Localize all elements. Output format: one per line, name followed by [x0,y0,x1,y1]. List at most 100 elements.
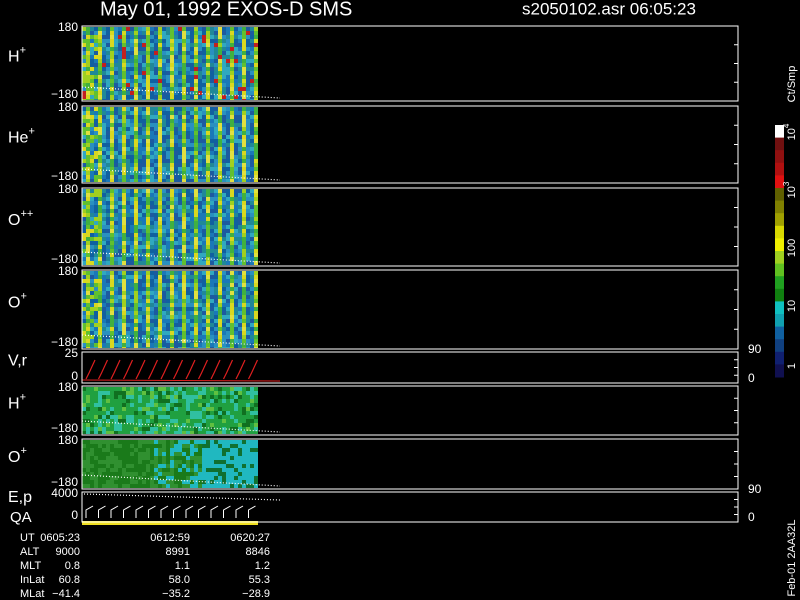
spectrogram-cell [146,55,150,59]
spectrogram-cell [250,291,254,295]
spectrogram-cell [162,71,166,75]
spectrogram-cell [146,291,150,295]
spectrogram-cell [90,303,94,307]
spectrogram-cell [206,43,210,47]
spectrogram-cell [102,440,106,444]
spectrogram-cell [134,193,138,197]
spectrogram-cell [166,415,170,419]
spectrogram-cell [146,115,150,119]
spectrogram-cell [82,167,86,171]
spectrogram-cell [142,403,146,407]
spectrogram-cell [238,407,242,411]
spectrogram-cell [250,147,254,151]
spectrogram-cell [86,229,90,233]
spectrogram-cell [82,319,86,323]
spectrogram-cell [190,229,194,233]
spectrogram-cell [142,411,146,415]
spectrogram-cell [238,249,242,253]
spectrogram-cell [254,403,258,407]
spectrogram-cell [142,311,146,315]
spectrogram-cell [162,431,166,434]
spectrogram-cell [230,480,234,484]
tick-exp: 3 [782,181,791,186]
spectrogram-cell [106,119,110,123]
spectrogram-cell [246,27,250,31]
spectrogram-cell [118,163,122,167]
spectrogram-cell [106,468,110,472]
colorbar-segment [775,162,784,176]
spectrogram-cell [134,423,138,427]
y-tick-label: 180 [58,264,78,278]
spectrogram-cell [142,115,146,119]
spectrogram-cell [114,167,118,171]
spectrogram-cell [150,403,154,407]
spectrogram-cell [94,163,98,167]
spectrogram-cell [246,423,250,427]
spectrogram-cell [194,27,198,31]
spectrogram-cell [246,331,250,335]
spectrogram-cell [138,123,142,127]
spectrogram-cell [238,39,242,43]
spectrogram-cell [114,217,118,221]
spectrogram-cell [170,403,174,407]
spectrogram-cell [178,63,182,67]
spectrogram-cell [234,159,238,163]
spectrogram-cell [142,327,146,331]
spectrogram-cell [102,460,106,464]
spectrogram-cell [194,295,198,299]
spectrogram-cell [82,271,86,275]
spectrogram-cell [90,79,94,83]
spectrogram-cell [190,91,194,95]
spectrogram-cell [178,151,182,155]
spectrogram-cell [130,209,134,213]
spectrogram-cell [114,315,118,319]
spectrogram-cell [178,99,182,100]
spectrogram-cell [174,448,178,452]
spectrogram-cell [130,99,134,100]
spectrogram-cell [218,131,222,135]
spectrogram-cell [210,460,214,464]
spectrogram-cell [138,339,142,343]
spectrogram-cell [146,275,150,279]
spectrogram-cell [102,155,106,159]
spectrogram-cell [166,456,170,460]
spectrogram-cell [86,75,90,79]
spectrogram-cell [90,197,94,201]
spectrogram-cell [90,423,94,427]
spectrogram-cell [242,319,246,323]
spectrogram-cell [86,63,90,67]
spectrogram-cell [118,39,122,43]
spectrogram-cell [106,123,110,127]
spectrogram-cell [190,431,194,434]
spectrogram-cell [178,391,182,395]
spectrogram-cell [146,119,150,123]
spectrogram-cell [230,399,234,403]
spectrogram-cell [82,83,86,87]
spectrogram-cell [174,311,178,315]
spectrogram-cell [146,107,150,111]
spectrogram-cell [222,331,226,335]
spectrogram-cell [238,123,242,127]
spectrogram-cell [190,311,194,315]
spectrogram-cell [122,171,126,175]
spectrogram-cell [214,71,218,75]
spectrogram-cell [90,155,94,159]
spectrogram-cell [170,95,174,99]
spectrogram-cell [178,245,182,249]
spectrogram-cell [142,480,146,484]
spectrogram-cell [222,71,226,75]
spectrogram-cell [238,213,242,217]
spectrogram-cell [198,444,202,448]
spectrogram-cell [210,307,214,311]
spectrogram-cell [158,59,162,63]
spectrogram-cell [86,464,90,468]
spectrogram-cell [158,335,162,339]
spectrogram-cell [254,127,258,131]
spectrogram-cell [182,107,186,111]
spectrogram-cell [150,460,154,464]
spectrogram-cell [242,271,246,275]
spectrogram-cell [122,271,126,275]
spectrogram-cell [94,159,98,163]
spectrogram-cell [126,411,130,415]
spectrogram-cell [166,229,170,233]
